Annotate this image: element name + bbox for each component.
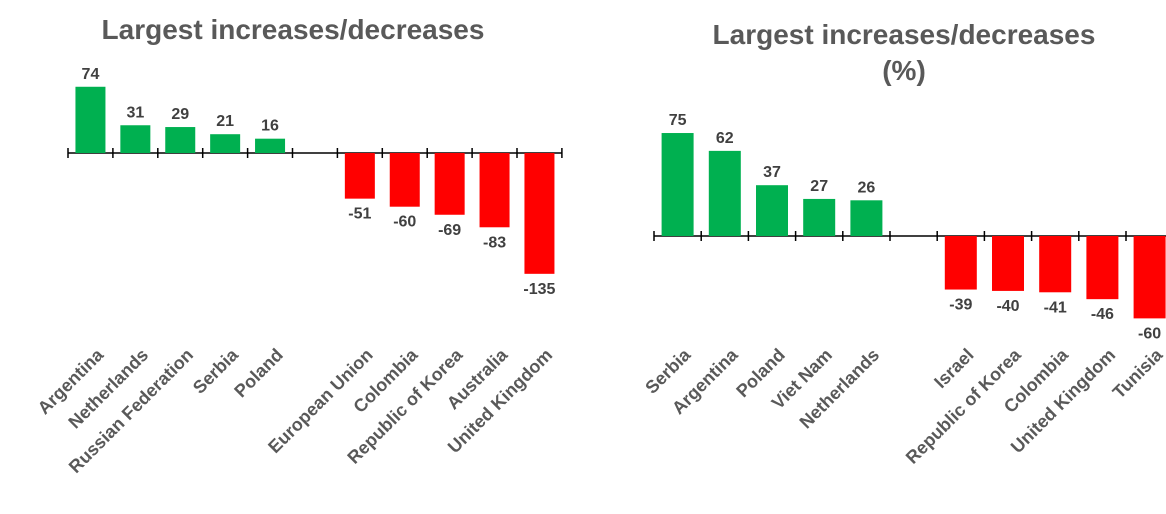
chart-right-title-line2: (%): [882, 55, 926, 86]
chart-right-bar: [803, 198, 836, 236]
chart-left-bar: [434, 153, 465, 215]
chart-right-title: Largest increases/decreases: [713, 19, 1096, 50]
chart-left-bar: [75, 86, 106, 153]
chart-left-bar: [344, 153, 375, 199]
chart-right-bar: [756, 185, 788, 236]
chart-left-value-label: 16: [261, 118, 279, 135]
chart-right-value-label: 27: [810, 178, 828, 195]
chart-left-bar: [255, 138, 286, 153]
chart-left-title: Largest increases/decreases: [102, 14, 485, 45]
chart-right-category-label: Tunisia: [1109, 344, 1166, 402]
chart-left-bar: [120, 125, 151, 153]
chart-right-bar: [992, 236, 1024, 291]
chart-right-value-label: 62: [716, 130, 734, 147]
chart-right: Largest increases/decreases (%) 75 62 37 27 26…: [583, 0, 1166, 514]
chart-right-bar: [944, 236, 977, 290]
chart-left-value-label: -83: [483, 234, 506, 251]
chart-left-value-label: -135: [523, 281, 555, 298]
chart-left-value-label: -60: [393, 214, 416, 231]
chart-left-value-label: 21: [216, 113, 234, 130]
chart-right-bar: [850, 200, 883, 236]
chart-left-value-label: -51: [348, 206, 371, 223]
chart-left-value-label: 74: [82, 66, 100, 83]
chart-left: Largest increases/decreases 74 31 29 21 16 -51…: [34, 14, 563, 477]
chart-left-bar: [479, 153, 510, 228]
chart-right-bar: [1133, 236, 1166, 319]
chart-left-bar: [210, 134, 241, 153]
chart-right-svg: Largest increases/decreases (%) 75 62 37 27 26…: [641, 19, 1166, 468]
chart-left-category-label: Poland: [230, 345, 287, 402]
chart-right-value-label: -41: [1044, 299, 1067, 316]
chart-right-value-label: -40: [996, 298, 1019, 315]
chart-right-value-label: 26: [858, 179, 876, 196]
chart-right-value-label: -60: [1138, 325, 1161, 342]
chart-left-value-label: -69: [438, 222, 461, 239]
chart-right-bar: [708, 150, 741, 236]
chart-right-value-label: -39: [949, 297, 972, 314]
chart-left-value-label: 31: [126, 104, 144, 121]
chart-right-bar: [661, 133, 694, 236]
chart-right-bar: [1086, 236, 1119, 300]
chart-left-bar: [524, 153, 555, 274]
chart-right-bar: [1039, 236, 1072, 293]
chart-left-svg: Largest increases/decreases 74 31 29 21 16 -51…: [34, 14, 563, 477]
chart-right-value-label: 37: [763, 164, 781, 181]
chart-left-bar: [165, 127, 196, 153]
chart-right-value-label: -46: [1091, 306, 1114, 323]
chart-right-value-label: 75: [669, 112, 687, 129]
chart-left-bar: [389, 153, 420, 207]
chart-left-value-label: 29: [171, 106, 189, 123]
